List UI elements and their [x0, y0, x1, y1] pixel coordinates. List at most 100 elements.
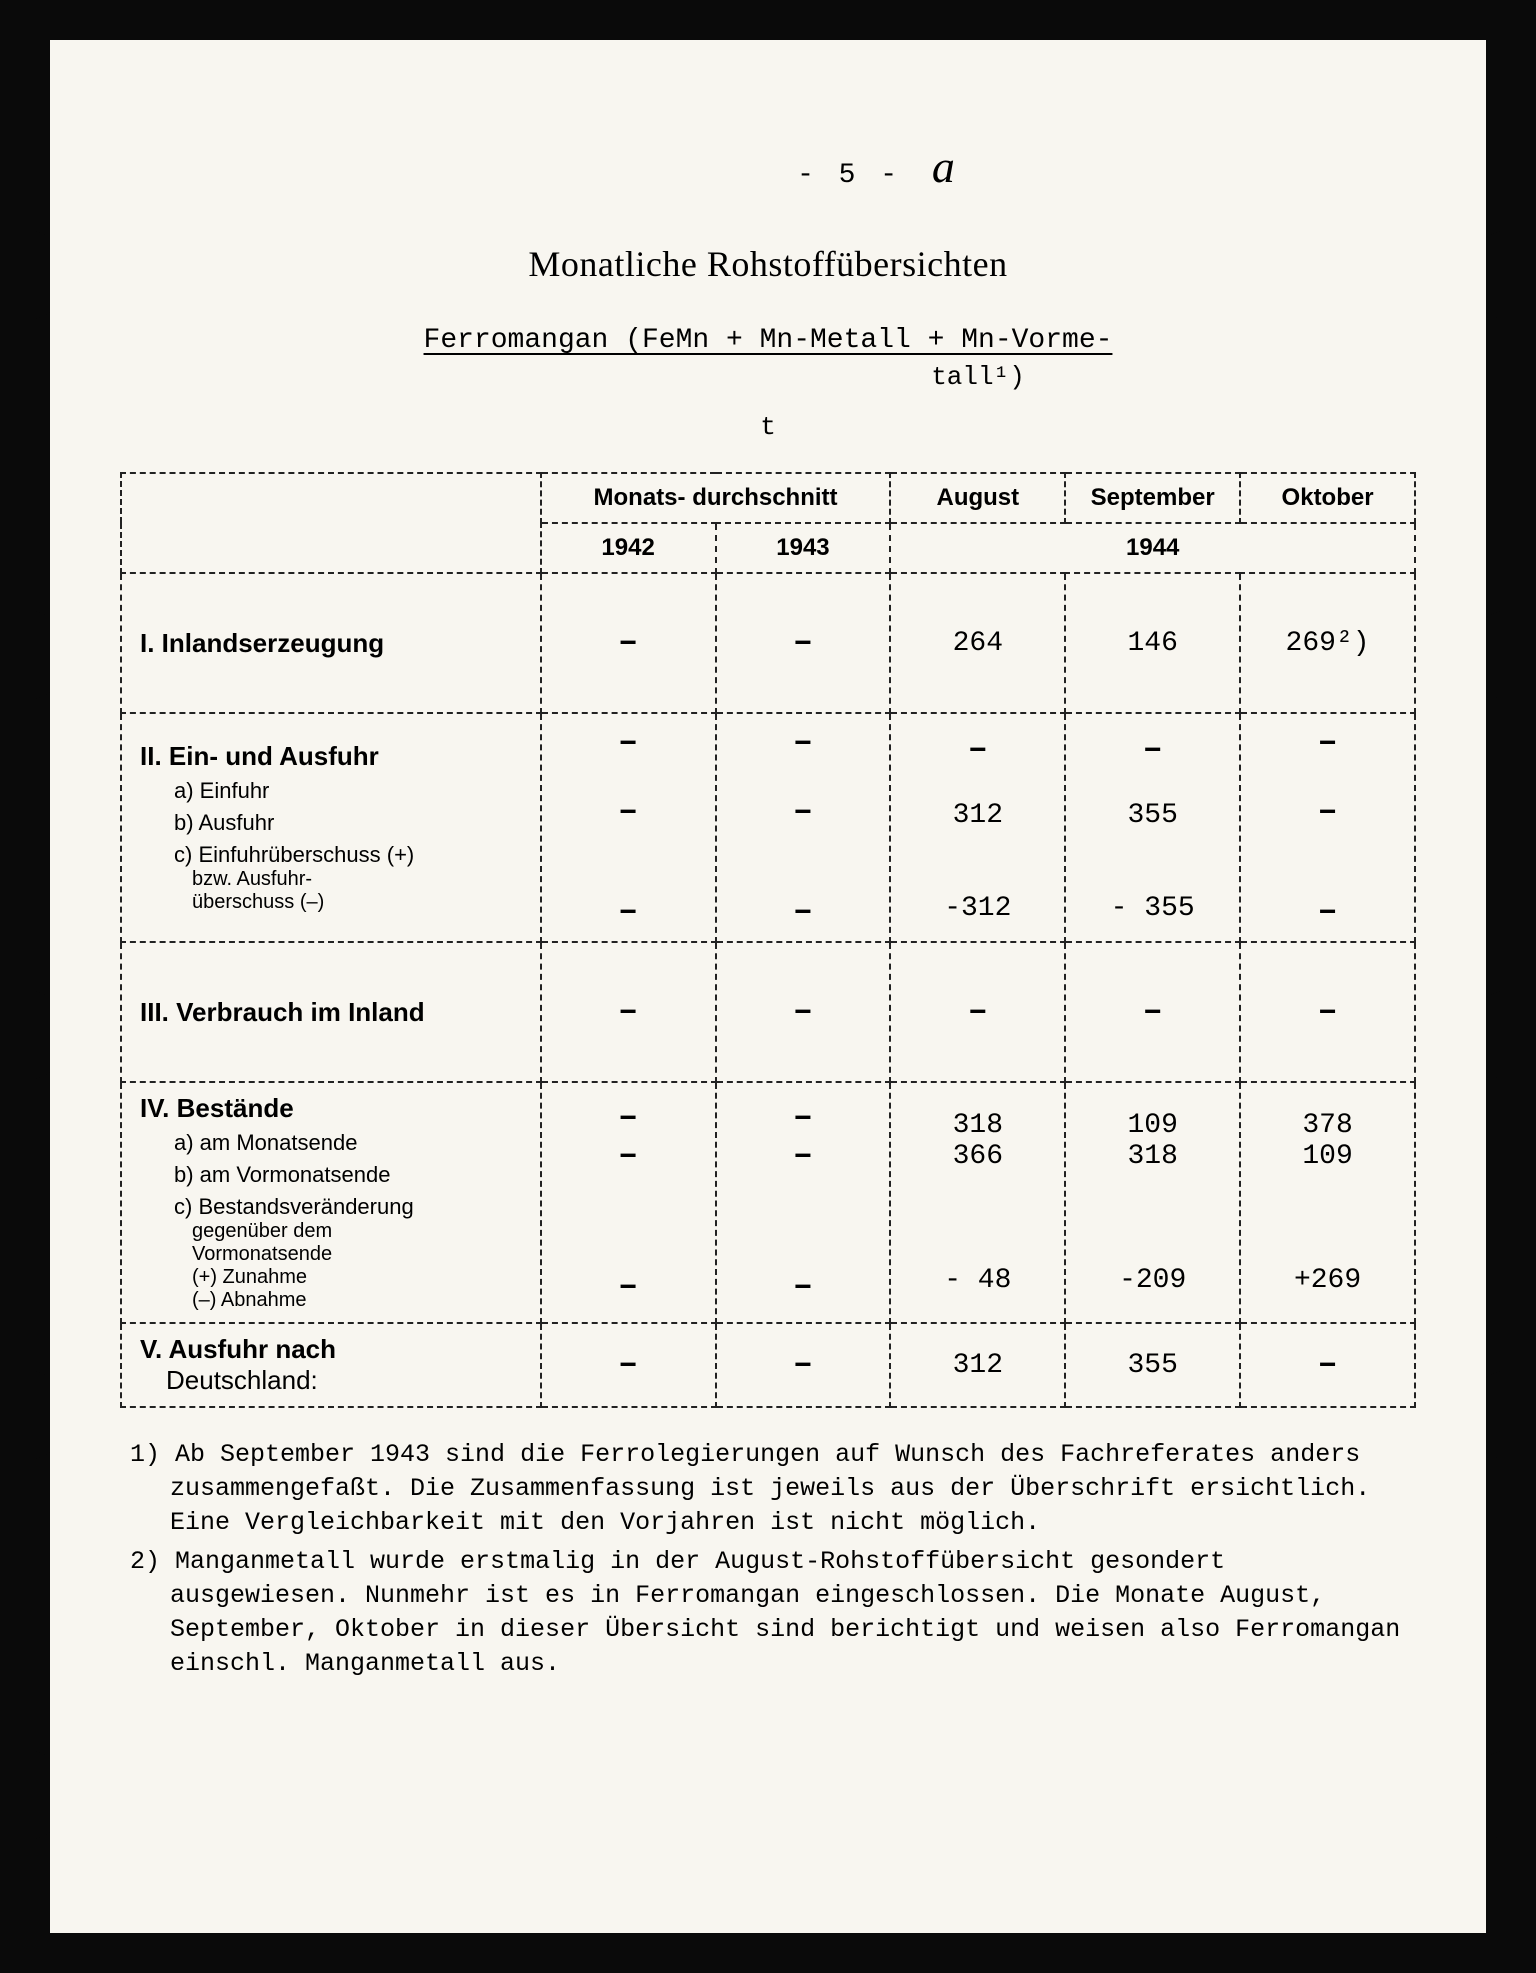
- row-import-export: II. Ein- und Ausfuhr a) Einfuhr b) Ausfu…: [121, 713, 1415, 942]
- row4-c4: (+) Zunahme: [140, 1266, 532, 1289]
- cell: 355: [1065, 1323, 1240, 1407]
- row5-title: V. Ausfuhr nach: [140, 1334, 336, 1364]
- page-number: - 5 - a: [340, 140, 1416, 193]
- row-label: III. Verbrauch im Inland: [121, 942, 541, 1082]
- header-okt: Oktober: [1240, 473, 1415, 523]
- row-label: I. Inlandserzeugung: [121, 573, 541, 713]
- row4-c: c) Bestandsveränderung: [140, 1194, 532, 1220]
- cell: – 355 - 355: [1065, 713, 1240, 942]
- v: –: [1249, 724, 1406, 762]
- row-label: V. Ausfuhr nach Deutschland:: [121, 1323, 541, 1407]
- cell: –: [716, 942, 891, 1082]
- cell: 264: [890, 573, 1065, 713]
- page-number-text: - 5 -: [797, 160, 901, 191]
- v: –: [1249, 793, 1406, 831]
- v: –: [550, 1137, 707, 1175]
- cell: –: [541, 942, 716, 1082]
- cell: – – –: [541, 713, 716, 942]
- cell: – – –: [716, 713, 891, 942]
- v: -209: [1074, 1265, 1231, 1296]
- v: 318: [1074, 1141, 1231, 1172]
- header-blank: [121, 473, 541, 573]
- cell: 318 366 - 48: [890, 1082, 1065, 1323]
- v: 378: [1249, 1110, 1406, 1141]
- cell: –: [1240, 942, 1415, 1082]
- cell: –: [1065, 942, 1240, 1082]
- unit-label: t: [120, 412, 1416, 442]
- header-1942: 1942: [541, 523, 716, 573]
- v: - 48: [899, 1265, 1056, 1296]
- row4-c3: Vormonatsende: [140, 1243, 532, 1266]
- cell: –: [890, 942, 1065, 1082]
- row4-a: a) am Monatsende: [140, 1130, 532, 1156]
- v: –: [725, 893, 882, 931]
- cell: 146: [1065, 573, 1240, 713]
- v: 318: [899, 1110, 1056, 1141]
- cell: 109 318 -209: [1065, 1082, 1240, 1323]
- footnotes: 1) Ab September 1943 sind die Ferrolegie…: [120, 1438, 1416, 1680]
- document-title: Monatliche Rohstoffübersichten: [120, 243, 1416, 285]
- row2-a: a) Einfuhr: [140, 778, 532, 804]
- header-monthavg-text: Monats- durchschnitt: [594, 484, 838, 511]
- row2-c2: bzw. Ausfuhr-: [140, 868, 532, 891]
- cell: – – –: [541, 1082, 716, 1323]
- row4-c2: gegenüber dem: [140, 1220, 532, 1243]
- cell: 378 109 +269: [1240, 1082, 1415, 1323]
- header-aug: August: [890, 473, 1065, 523]
- v: 109: [1249, 1141, 1406, 1172]
- v: - 355: [1074, 893, 1231, 924]
- cell: – – –: [716, 1082, 891, 1323]
- page-annotation: a: [932, 141, 959, 192]
- cell: –: [716, 573, 891, 713]
- v: –: [550, 893, 707, 931]
- row-label: IV. Bestände a) am Monatsende b) am Vorm…: [121, 1082, 541, 1323]
- cell: –: [541, 1323, 716, 1407]
- v: –: [1249, 893, 1406, 931]
- v: 366: [899, 1141, 1056, 1172]
- header-1944: 1944: [890, 523, 1415, 573]
- data-table: Monats- durchschnitt August September Ok…: [120, 472, 1416, 1408]
- document-subtitle-cont: tall¹): [540, 362, 1416, 392]
- row4-title: IV. Bestände: [140, 1093, 294, 1123]
- v: +269: [1249, 1265, 1406, 1296]
- v: –: [550, 793, 707, 831]
- row2-c3: überschuss (–): [140, 891, 532, 914]
- cell: – 312 -312: [890, 713, 1065, 942]
- v: –: [899, 731, 1056, 769]
- cell: –: [541, 573, 716, 713]
- v: –: [725, 1268, 882, 1306]
- row2-c: c) Einfuhrüberschuss (+): [140, 842, 532, 868]
- v: –: [725, 793, 882, 831]
- header-row-1: Monats- durchschnitt August September Ok…: [121, 473, 1415, 523]
- row-stocks: IV. Bestände a) am Monatsende b) am Vorm…: [121, 1082, 1415, 1323]
- cell: 312: [890, 1323, 1065, 1407]
- row5-title2: Deutschland:: [140, 1365, 318, 1395]
- cell: –: [716, 1323, 891, 1407]
- row4-b: b) am Vormonatsende: [140, 1162, 532, 1188]
- v: –: [725, 1099, 882, 1137]
- cell: – – –: [1240, 713, 1415, 942]
- row4-c5: (–) Abnahme: [140, 1289, 532, 1312]
- v: –: [1074, 731, 1231, 769]
- row2-title: II. Ein- und Ausfuhr: [140, 741, 379, 771]
- v: –: [725, 724, 882, 762]
- v: 312: [899, 800, 1056, 831]
- row-label: II. Ein- und Ausfuhr a) Einfuhr b) Ausfu…: [121, 713, 541, 942]
- header-monthavg: Monats- durchschnitt: [541, 473, 891, 523]
- cell: –: [1240, 1323, 1415, 1407]
- page: - 5 - a Monatliche Rohstoffübersichten F…: [50, 40, 1486, 1933]
- document-subtitle: Ferromangan (FeMn + Mn-Metall + Mn-Vorme…: [120, 325, 1416, 356]
- v: –: [550, 1268, 707, 1306]
- row-domestic-consumption: III. Verbrauch im Inland – – – – –: [121, 942, 1415, 1082]
- v: 109: [1074, 1110, 1231, 1141]
- v: -312: [899, 893, 1056, 924]
- v: –: [550, 1099, 707, 1137]
- row2-b: b) Ausfuhr: [140, 810, 532, 836]
- v: 355: [1074, 800, 1231, 831]
- header-1943: 1943: [716, 523, 891, 573]
- footnote-2: 2) Manganmetall wurde erstmalig in der A…: [170, 1545, 1406, 1680]
- header-sep: September: [1065, 473, 1240, 523]
- v: –: [550, 724, 707, 762]
- row-inland-production: I. Inlandserzeugung – – 264 146 269²): [121, 573, 1415, 713]
- row-export-germany: V. Ausfuhr nach Deutschland: – – 312 355…: [121, 1323, 1415, 1407]
